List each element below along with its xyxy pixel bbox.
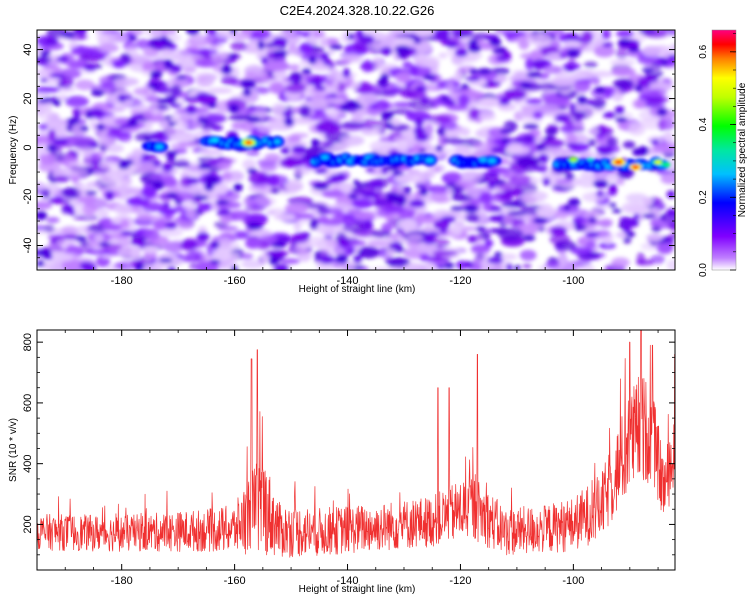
colorbar-frame	[711, 29, 737, 271]
chart-title: C2E4.2024.328.10.22.G26	[280, 3, 435, 18]
spectrogram-x-tick-label: -120	[449, 275, 471, 287]
colorbar-tick-label: 0.4	[698, 117, 709, 131]
colorbar-axis: 0.0 0.2 0.4 0.6	[698, 33, 736, 277]
colorbar	[712, 30, 736, 270]
snr-x-tick-label: -120	[449, 575, 471, 587]
snr-x-tick-label: -160	[224, 575, 246, 587]
spectrogram-x-axis-label: Height of straight line (km)	[299, 284, 416, 295]
spectrogram-axes: -180 -160 -140 -120 -100 -40 -20 0 20 40	[22, 30, 675, 287]
snr-x-axis-label: Height of straight line (km)	[299, 584, 416, 595]
colorbar-tick-label: 0.6	[698, 44, 709, 58]
spectrogram-y-tick-label: -40	[22, 238, 34, 254]
snr-x-tick-label: -180	[111, 575, 133, 587]
spectrogram-x-tick-label: -100	[562, 275, 584, 287]
snr-x-tick-label: -140	[337, 575, 359, 587]
snr-y-tick-label: 800	[22, 333, 34, 351]
colorbar-tick-label: 0.0	[698, 263, 709, 277]
spectrogram-x-tick-label: -160	[224, 275, 246, 287]
spectrogram-y-tick-label: -20	[22, 189, 34, 205]
colorbar-tick-label: 0.2	[698, 190, 709, 204]
spectrogram-y-tick-label: 0	[22, 144, 34, 150]
snr-x-tick-label: -100	[562, 575, 584, 587]
snr-y-tick-label: 200	[22, 515, 34, 533]
snr-y-axis-label: SNR (10 * v/v)	[8, 418, 19, 482]
spectrogram-x-tick-label: -140	[337, 275, 359, 287]
snr-frame	[36, 329, 676, 571]
spectrogram-image	[37, 30, 675, 270]
snr-series-line	[37, 330, 675, 558]
spectrogram-frame	[36, 29, 676, 271]
snr-y-tick-label: 600	[22, 394, 34, 412]
spectrogram-x-tick-label: -180	[111, 275, 133, 287]
spectrogram-y-tick-label: 20	[22, 92, 34, 104]
colorbar-label: Normalized spectral amplitude	[737, 82, 748, 217]
spectrogram-y-axis-label: Frequency (Hz)	[8, 116, 19, 185]
snr-axes: -180 -160 -140 -120 -100 200 400 600 800	[22, 330, 675, 587]
spectrogram-y-tick-label: 40	[22, 43, 34, 55]
snr-y-tick-label: 400	[22, 454, 34, 472]
